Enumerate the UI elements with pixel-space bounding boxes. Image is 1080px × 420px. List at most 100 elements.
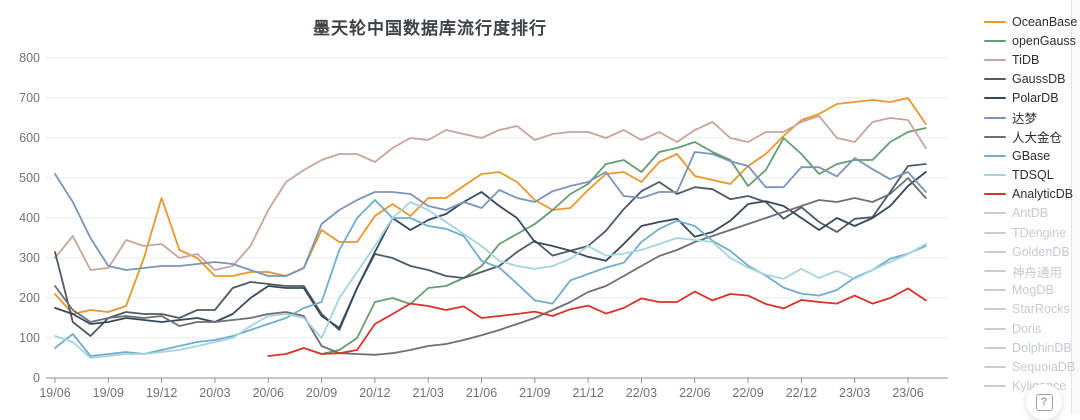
x-tick-label: 19/06 [39,386,70,400]
legend-swatch-icon [984,231,1006,234]
legend-item-GBase[interactable]: GBase [984,146,1080,165]
x-tick-label: 22/03 [626,386,657,400]
legend-swatch-icon [984,39,1006,42]
legend-swatch-icon [984,154,1006,157]
x-tick-label: 19/12 [146,386,177,400]
series-legend: OceanBase openGauss TiDB GaussDB PolarDB 达梦人大… [984,12,1080,396]
legend-item-StarRocks[interactable]: StarRocks [984,300,1080,319]
x-tick-label: 23/06 [892,386,923,400]
legend-label: StarRocks [1012,302,1070,317]
right-panel-strip [1072,0,1080,414]
question-mark-icon: ? [1035,393,1053,411]
y-tick-label: 500 [19,171,40,185]
legend-swatch-icon [984,308,1006,311]
legend-label: TDSQL [1012,168,1054,183]
legend-item-GaussDB[interactable]: GaussDB [984,70,1080,89]
legend-label: 达梦 [1012,112,1038,127]
series-line-GaussDB [54,163,927,337]
legend-item-Doris[interactable]: Doris [984,319,1080,338]
legend-label: TDengine [1012,225,1067,240]
line-chart-plot: 0 100 200 300 400 500 600 700 800 19/06 19/09 19/12… [19,51,948,400]
legend-swatch-icon [984,20,1006,23]
legend-swatch-icon [984,193,1006,196]
x-tick-label: 22/09 [732,386,763,400]
panel-divider [1071,0,1072,414]
chart-area: 墨天轮中国数据库流行度排行 0 100 200 300 400 500 600 700 800 1… [19,19,948,400]
legend-label: PolarDB [1012,91,1059,106]
x-tick-label: 21/09 [519,386,550,400]
legend-swatch-icon [984,327,1006,330]
legend-item-SequoiaDB[interactable]: SequoiaDB [984,357,1080,376]
legend-label: TiDB [1012,52,1040,67]
legend-item-TDengine[interactable]: TDengine [984,223,1080,242]
x-tick-label: 23/03 [839,386,870,400]
legend-item-OceanBase[interactable]: OceanBase [984,12,1080,31]
legend-label: openGauss [1012,33,1076,48]
y-tick-label: 600 [19,131,40,145]
x-tick-label: 20/12 [359,386,390,400]
series-line-人大金仓 [54,177,927,356]
legend-label: Doris [1012,321,1042,336]
legend-label: DolphinDB [1012,340,1072,355]
x-tick-label: 21/12 [572,386,603,400]
legend-label: GoldenDB [1012,244,1070,259]
y-tick-label: 300 [19,251,40,265]
legend-item-GoldenDB[interactable]: GoldenDB [984,242,1080,261]
legend-swatch-icon [984,58,1006,61]
legend-label: 人大金仓 [1012,131,1063,146]
x-tick-label: 20/06 [253,386,284,400]
legend-item-TDSQL[interactable]: TDSQL [984,166,1080,185]
x-tick-label: 19/09 [93,386,124,400]
y-tick-label: 700 [19,91,40,105]
legend-item-PolarDB[interactable]: PolarDB [984,89,1080,108]
legend-item-人大金仓[interactable]: 人大金仓 [984,127,1080,146]
legend-label: MogDB [1012,283,1054,298]
chart-title: 墨天轮中国数据库流行度排行 [313,19,547,38]
legend-swatch-icon [984,212,1006,215]
x-tick-label: 20/03 [199,386,230,400]
legend-item-神舟通用[interactable]: 神舟通用 [984,261,1080,280]
x-tick-label: 22/12 [786,386,817,400]
legend-item-AntDB[interactable]: AntDB [984,204,1080,223]
legend-label: GBase [1012,148,1051,163]
legend-label: SequoiaDB [1012,359,1076,374]
y-tick-label: 800 [19,51,40,65]
legend-swatch-icon [984,97,1006,100]
legend-swatch-icon [984,250,1006,253]
x-tick-label: 21/06 [466,386,497,400]
series-line-openGauss [320,127,927,355]
x-tick-label: 20/09 [306,386,337,400]
help-button[interactable]: ? [1026,384,1062,420]
series-line-GBase [54,199,927,357]
x-tick-label: 21/03 [413,386,444,400]
legend-label: 神舟通用 [1012,265,1063,280]
legend-item-DolphinDB[interactable]: DolphinDB [984,338,1080,357]
series-line-AnalyticDB [267,287,927,357]
legend-swatch-icon [984,270,1006,273]
legend-swatch-icon [984,385,1006,388]
y-tick-label: 200 [19,291,40,305]
legend-label: AnalyticDB [1012,187,1074,202]
x-tick-label: 22/06 [679,386,710,400]
series-line-TiDB [54,115,927,271]
legend-swatch-icon [984,289,1006,292]
legend-item-openGauss[interactable]: openGauss [984,31,1080,50]
legend-swatch-icon [984,135,1006,138]
legend-swatch-icon [984,78,1006,81]
y-tick-label: 100 [19,331,40,345]
y-tick-label: 400 [19,211,40,225]
legend-item-AnalyticDB[interactable]: AnalyticDB [984,185,1080,204]
legend-label: OceanBase [1012,14,1078,29]
legend-item-达梦[interactable]: 达梦 [984,108,1080,127]
y-tick-label: 0 [33,371,40,385]
legend-swatch-icon [984,116,1006,119]
legend-item-TiDB[interactable]: TiDB [984,50,1080,69]
series-line-PolarDB [54,171,927,329]
legend-item-MogDB[interactable]: MogDB [984,281,1080,300]
legend-label: AntDB [1012,206,1049,221]
legend-label: GaussDB [1012,72,1066,87]
legend-swatch-icon [984,365,1006,368]
series-line-TDSQL [54,201,927,359]
legend-swatch-icon [984,346,1006,349]
series-line-OceanBase [54,97,927,315]
